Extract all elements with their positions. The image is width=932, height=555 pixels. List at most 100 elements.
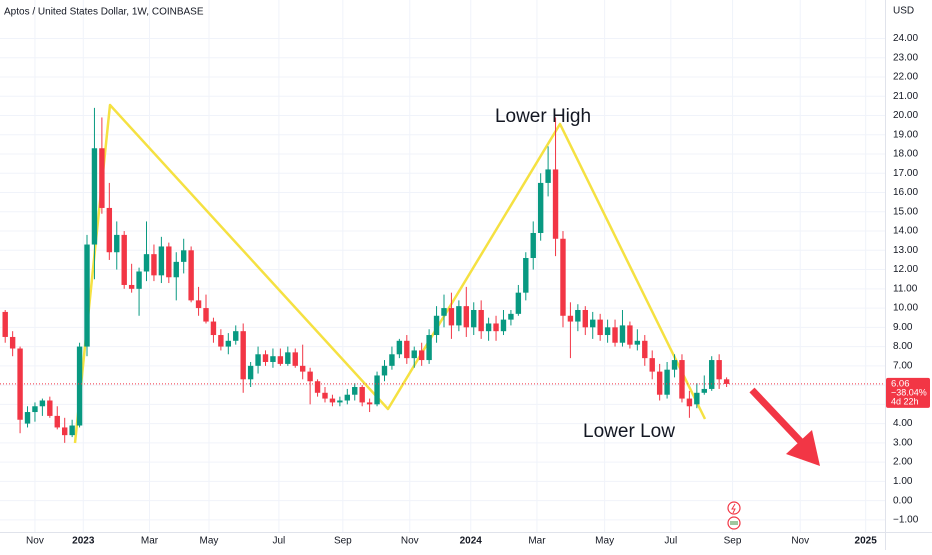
candle-body [24,412,31,424]
candle-body [426,335,432,361]
candle-body [604,327,611,336]
x-tick-label: Jul [272,536,285,547]
y-tick-label: 14.00 [893,226,918,237]
candle-body [508,313,514,320]
y-tick-label: 4.00 [893,418,913,429]
y-tick-label: 23.00 [893,52,918,63]
candle-body [716,360,722,380]
candle-body [723,379,730,384]
candle-body [262,354,269,362]
candle-body [39,400,46,407]
x-tick-label: May [200,536,219,547]
candle-body [270,356,276,362]
candle-body [233,331,239,341]
candle-body [374,375,380,405]
candle-body [151,254,157,276]
candle-body [642,340,648,359]
candle-body [180,250,187,262]
y-tick-label: 8.00 [893,341,913,352]
y-tick-label: 2.00 [893,457,913,468]
y-tick-label: 20.00 [893,110,918,121]
y-tick-label: 11.00 [893,283,918,294]
y-tick-label: 7.00 [893,360,913,371]
event-icon[interactable] [727,501,741,515]
candle-body [709,360,715,389]
event-icon-bolt [731,503,736,514]
candle-body [314,381,321,393]
x-tick-label: 2024 [460,536,483,547]
candle-body [218,335,224,347]
countdown-label: 4d 22h [891,396,919,406]
y-tick-label: 24.00 [893,33,918,44]
candle-body [195,300,202,309]
candle-body [247,365,254,380]
x-tick-label: Sep [334,536,352,547]
candle-body [352,387,358,395]
candle-body [441,308,447,316]
y-tick-label: 12.00 [893,264,918,275]
y-tick-label: 21.00 [893,91,918,102]
candle-body [99,148,105,208]
candle-body [671,360,678,370]
y-tick-label: 3.00 [893,437,913,448]
candle-body [17,348,23,420]
arrow-shaft [749,387,806,447]
candle-body [686,398,693,407]
candle-body [560,238,566,316]
x-tick-label: 2025 [855,536,878,547]
candle-body [545,169,551,183]
candle-body [485,323,492,332]
candle-body [694,392,700,405]
candle-body [292,352,298,366]
candle-body [664,369,670,395]
candle-body [285,352,291,364]
grid [0,0,885,532]
candle-body [500,319,507,332]
candle-body [76,346,83,426]
candle-body [337,400,343,403]
x-tick-label: Sep [724,536,742,547]
x-tick-label: Mar [528,536,546,547]
arrow-head [786,430,820,466]
axes: 24.00 23.00 22.00 21.00 20.00 19.00 18.00 17.00… [26,33,930,547]
candle-body [471,309,477,328]
currency-label[interactable]: USD [893,6,914,17]
x-tick-label: Nov [401,536,419,547]
last-price-label: 6.06 [891,378,910,389]
candle-body [166,246,172,278]
candle-body [188,250,194,301]
candle-body [106,207,113,253]
candle-body [158,246,165,276]
candle-body [143,254,150,272]
y-tick-label: 17.00 [893,168,918,179]
y-tick-label: 1.00 [893,476,913,487]
candle-body [32,406,38,413]
candle-body [523,258,529,293]
candle-body [404,340,410,359]
candle-body [2,311,8,337]
dividend-icon-flag [730,521,738,525]
candle-body [679,360,685,399]
candles [2,107,730,443]
candle-body [322,392,328,399]
y-tick-label: 0.00 [893,495,913,506]
candle-body [136,271,142,289]
candle-body [62,427,68,436]
candle-body [582,309,588,328]
x-tick-label: Jul [664,536,677,547]
candle-body [299,365,306,372]
y-tick-label: 13.00 [893,245,918,256]
candle-body [307,371,313,382]
y-tick-label: 22.00 [893,72,918,83]
candle-body [240,331,246,380]
candle-body [649,358,655,372]
candle-body [396,340,403,355]
x-tick-label: 2023 [72,536,95,547]
candle-body [128,284,135,289]
candle-body [84,244,90,347]
candle-body [114,234,120,253]
candle-body [173,261,179,278]
candle-body [597,319,603,336]
candle-body [701,388,707,393]
